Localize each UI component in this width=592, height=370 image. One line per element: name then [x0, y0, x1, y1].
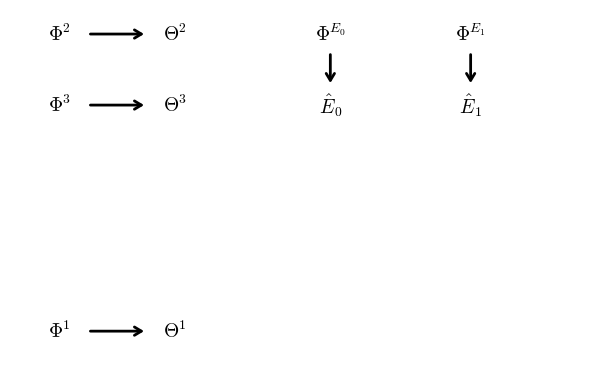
Text: $\Phi^2$: $\Phi^2$ — [49, 24, 71, 44]
Text: $\Theta^1$: $\Theta^1$ — [163, 320, 186, 342]
Text: $\hat{E}_0$: $\hat{E}_0$ — [318, 92, 342, 118]
Text: $\Phi^{E_0}$: $\Phi^{E_0}$ — [315, 24, 346, 44]
Text: $\hat{E}_1$: $\hat{E}_1$ — [459, 92, 482, 118]
Text: $\Theta^2$: $\Theta^2$ — [163, 23, 186, 45]
Text: $\Phi^{E_1}$: $\Phi^{E_1}$ — [455, 24, 486, 44]
Text: $\Phi^3$: $\Phi^3$ — [48, 95, 72, 115]
Text: $\Theta^3$: $\Theta^3$ — [163, 94, 186, 116]
Text: $\Phi^1$: $\Phi^1$ — [49, 321, 71, 342]
